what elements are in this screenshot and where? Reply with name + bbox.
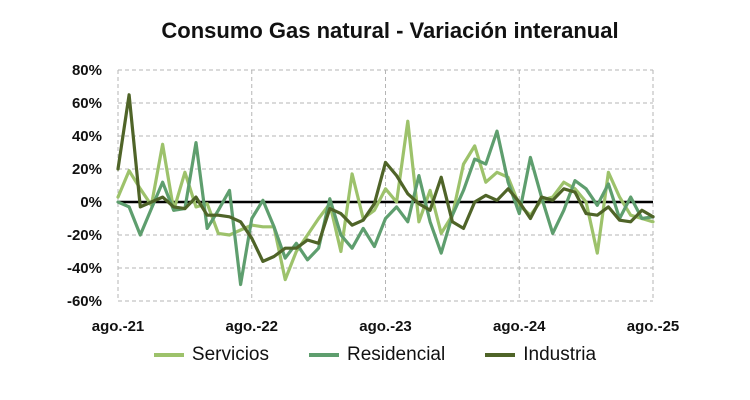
series-line-industria	[116, 93, 655, 263]
legend: Servicios Residencial Industria	[0, 344, 750, 366]
legend-label-residencial: Residencial	[346, 344, 446, 365]
x-tick-label: ago.-21	[92, 318, 145, 335]
y-tick-label: 20%	[72, 161, 102, 178]
legend-swatch-servicios	[153, 353, 184, 357]
x-tick-label: ago.-22	[225, 318, 278, 335]
chart-title: Consumo Gas natural - Variación interanu…	[161, 18, 619, 43]
legend-label-industria: Industria	[523, 344, 597, 365]
y-tick-label: 0%	[80, 194, 102, 211]
series-line-residencial	[116, 129, 655, 287]
legend-item-servicios: Servicios	[153, 344, 269, 366]
legend-label-servicios: Servicios	[191, 344, 269, 365]
y-tick-label: 80%	[72, 62, 102, 79]
y-tick-label: -60%	[67, 293, 102, 310]
y-tick-label: 40%	[72, 128, 102, 145]
series-line-servicios	[116, 119, 655, 282]
y-tick-label: 60%	[72, 95, 102, 112]
y-tick-label: -20%	[67, 227, 102, 244]
legend-item-industria: Industria	[485, 344, 596, 366]
y-tick-label: -40%	[67, 260, 102, 277]
legend-swatch-industria	[485, 353, 516, 357]
x-tick-label: ago.-23	[359, 318, 412, 335]
legend-swatch-residencial	[308, 353, 339, 357]
x-tick-label: ago.-24	[493, 318, 546, 335]
legend-item-residencial: Residencial	[308, 344, 446, 366]
x-tick-label: ago.-25	[627, 318, 680, 335]
